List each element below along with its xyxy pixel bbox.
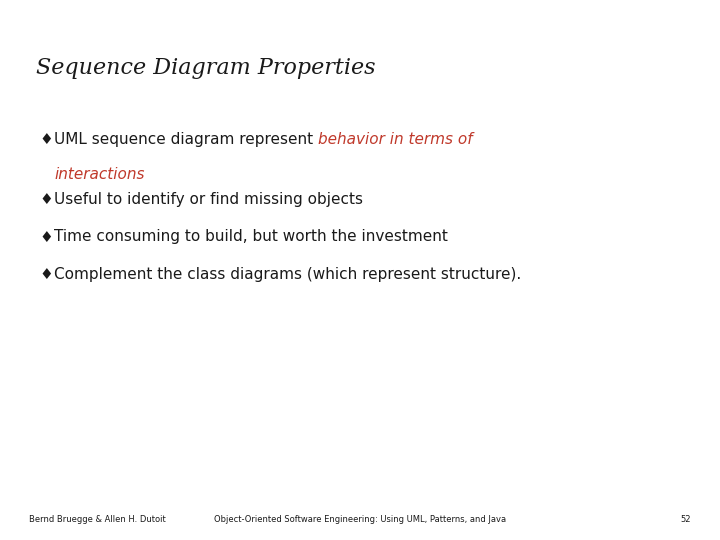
Text: 52: 52 xyxy=(680,515,691,524)
Text: ♦: ♦ xyxy=(40,267,53,282)
Text: Object-Oriented Software Engineering: Using UML, Patterns, and Java: Object-Oriented Software Engineering: Us… xyxy=(214,515,506,524)
Text: Useful to identify or find missing objects: Useful to identify or find missing objec… xyxy=(54,192,363,207)
Text: Time consuming to build, but worth the investment: Time consuming to build, but worth the i… xyxy=(54,230,448,245)
Text: ♦: ♦ xyxy=(40,192,53,207)
Text: Complement the class diagrams (which represent structure).: Complement the class diagrams (which rep… xyxy=(54,267,521,282)
Text: Bernd Bruegge & Allen H. Dutoit: Bernd Bruegge & Allen H. Dutoit xyxy=(29,515,166,524)
Text: ♦: ♦ xyxy=(40,132,53,147)
Text: interactions: interactions xyxy=(54,167,145,183)
Text: ♦: ♦ xyxy=(40,230,53,245)
Text: UML sequence diagram represent: UML sequence diagram represent xyxy=(54,132,318,147)
Text: behavior in terms of: behavior in terms of xyxy=(318,132,472,147)
Text: Sequence Diagram Properties: Sequence Diagram Properties xyxy=(36,57,376,79)
